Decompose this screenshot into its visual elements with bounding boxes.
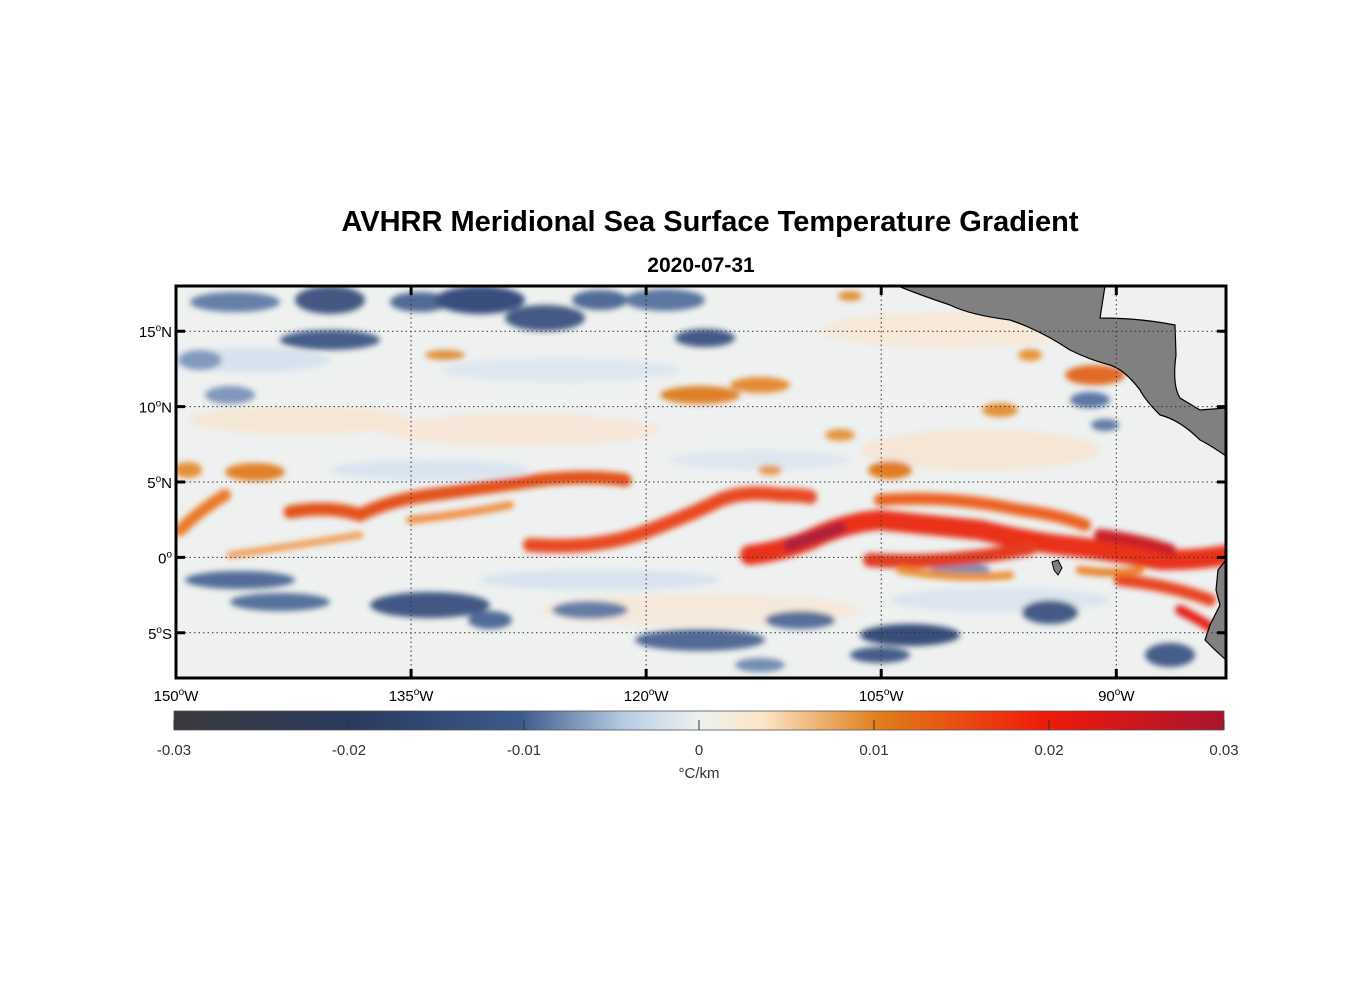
colorbar-tick-label: 0.01 (859, 742, 888, 759)
land-galapagos (1051, 559, 1063, 576)
land-central-america (897, 286, 1226, 457)
y-tick-label: 0o (158, 549, 172, 567)
y-tick-label: 10oN (139, 399, 172, 417)
colorbar-tick-label: -0.03 (157, 742, 191, 759)
y-tick-label: 5oS (148, 625, 172, 643)
colorbar-tick-label: -0.01 (507, 742, 541, 759)
colorbar-tick-label: 0.02 (1034, 742, 1063, 759)
sst-gradient-field (176, 286, 1226, 678)
colorbar-tick-label: -0.02 (332, 742, 366, 759)
land-south-america (1204, 559, 1226, 661)
map-title: AVHRR Meridional Sea Surface Temperature… (341, 206, 1079, 238)
map-frame (174, 284, 1228, 680)
colorbar-tick-label: 0 (695, 742, 703, 759)
x-tick-label: 120oW (624, 687, 670, 705)
x-tick-label: 105oW (859, 687, 905, 705)
y-tick-label: 5oN (147, 474, 172, 492)
y-tick-label: 15oN (139, 323, 172, 341)
colorbar-tick-label: 0.03 (1209, 742, 1238, 759)
x-tick-label: 150oW (154, 687, 200, 705)
x-tick-label: 135oW (389, 687, 435, 705)
colorbar-units: °C/km (679, 765, 720, 782)
x-tick-label: 90oW (1098, 687, 1135, 705)
map-date: 2020-07-31 (647, 254, 755, 277)
